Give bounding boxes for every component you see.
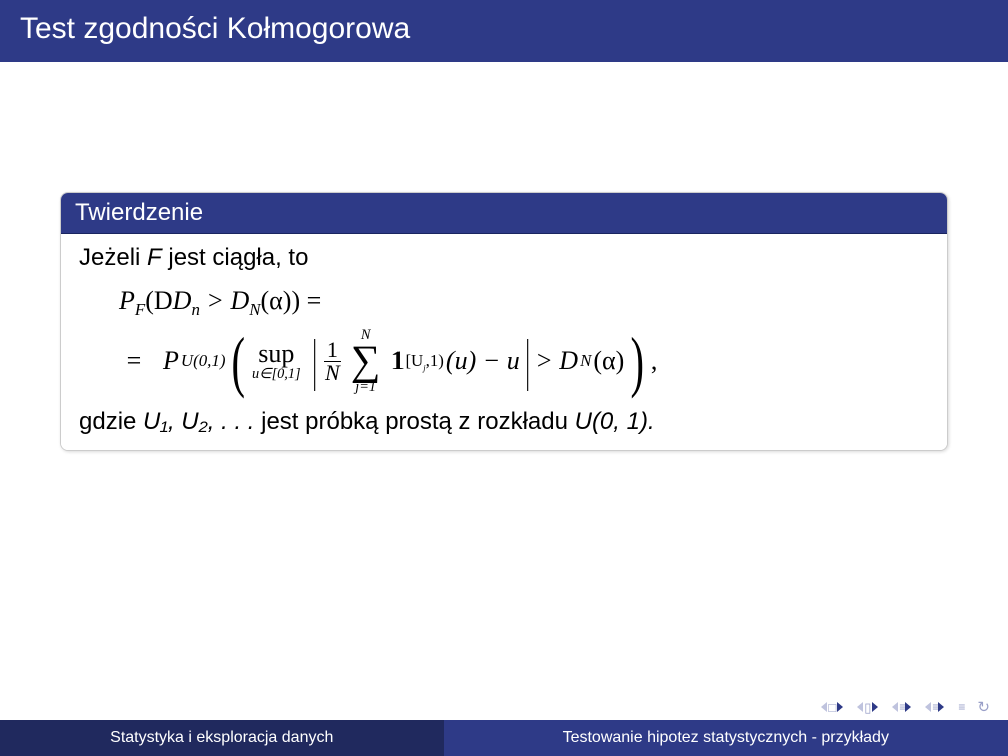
ind-sub-open: [U: [405, 351, 423, 370]
triangle-left-icon: [821, 702, 827, 712]
refresh-icon[interactable]: ↻: [977, 698, 990, 716]
sum-operator: N ∑ j=1: [351, 328, 381, 394]
triangle-right-icon: [872, 702, 878, 712]
triangle-right-icon: [837, 702, 843, 712]
ind-sub-close: ,1): [426, 351, 444, 370]
math-alpha: (α)) =: [261, 286, 322, 315]
slide-title: Test zgodności Kołmogorowa: [20, 12, 410, 45]
triangle-left-icon: [925, 702, 931, 712]
triangle-right-icon: [905, 702, 911, 712]
sup-domain: u∈[0,1]: [252, 367, 301, 381]
slide-title-bar: Test zgodności Kołmogorowa: [0, 0, 1008, 62]
theorem-block: Twierdzenie Jeżeli F jest ciągła, to PF(…: [60, 192, 948, 451]
footer-right: Testowanie hipotez statystycznych - przy…: [444, 720, 1008, 756]
math-P: P: [119, 286, 135, 315]
math-alpha2: (α): [593, 346, 624, 376]
math-gt2: > D: [535, 346, 578, 376]
math-DN2-sub: N: [580, 351, 591, 371]
nav-first[interactable]: □: [821, 701, 843, 714]
math-display: PF(DDn > DN(α)) = = PU(0,1) ( sup u∈[0,1…: [119, 286, 929, 394]
frac-num: 1: [324, 339, 341, 362]
math-equals: =: [119, 346, 149, 376]
triangle-right-icon: [938, 702, 944, 712]
closing-vars: U₁, U₂, . . .: [143, 408, 254, 435]
lines-icon: ≡: [932, 700, 937, 714]
paren-close-icon: ): [631, 338, 645, 385]
intro-prefix: Jeżeli: [79, 244, 147, 271]
math-DN-sub: N: [249, 300, 260, 319]
frac-den: N: [322, 362, 343, 384]
closing-mid: jest próbką prostą z rozkładu: [254, 408, 574, 435]
math-gt: > D: [200, 286, 249, 315]
theorem-body: Jeżeli F jest ciągła, to PF(DDn > DN(α))…: [61, 234, 947, 450]
abs-open-icon: |: [312, 341, 317, 381]
nav-frame[interactable]: ≡: [925, 700, 944, 714]
slide-frame-icon: □: [828, 701, 836, 714]
sigma-icon: ∑: [351, 342, 381, 379]
indicator-sub: [Uj,1): [405, 351, 443, 372]
fraction: 1 N: [322, 339, 343, 384]
theorem-header: Twierdzenie: [61, 193, 947, 234]
slide-content: Twierdzenie Jeżeli F jest ciągła, to PF(…: [0, 62, 1008, 451]
theorem-closing: gdzie U₁, U₂, . . . jest próbką prostą z…: [79, 408, 929, 436]
math-P2: P: [163, 346, 179, 376]
sup-operator: sup u∈[0,1]: [252, 341, 301, 381]
intro-suffix: jest ciągła, to: [162, 244, 309, 271]
abs-close-icon: |: [525, 341, 530, 381]
triangle-left-icon: [857, 702, 863, 712]
sum-lower: j=1: [355, 380, 376, 394]
toc-icon[interactable]: ≡: [958, 700, 963, 714]
navigation-icons: □ ▯ ≡ ≡ ≡ ↻: [821, 698, 990, 716]
math-line-1: PF(DDn > DN(α)) =: [119, 286, 929, 320]
closing-prefix: gdzie: [79, 408, 143, 435]
math-P2-sub: U(0,1): [181, 351, 226, 371]
closing-dist: U(0, 1).: [575, 408, 655, 435]
math-of-u: (u) − u: [446, 346, 520, 376]
lines-icon: ≡: [899, 700, 904, 714]
math-Dn-sub: n: [191, 300, 199, 319]
math-line-2: = PU(0,1) ( sup u∈[0,1] | 1 N: [119, 328, 929, 394]
footer-left: Statystyka i eksploracja danych: [0, 720, 444, 756]
sup-label: sup: [258, 341, 294, 367]
indicator-one: 1: [390, 346, 403, 376]
nav-section[interactable]: ▯: [857, 701, 878, 714]
footer-bar: Statystyka i eksploracja danych Testowan…: [0, 720, 1008, 756]
intro-variable-F: F: [147, 244, 162, 271]
math-P-sub: F: [135, 300, 145, 319]
theorem-intro: Jeżeli F jest ciągła, to: [79, 244, 929, 272]
math-trailing: ,: [651, 346, 658, 376]
paren-open-icon: (: [232, 338, 246, 385]
triangle-left-icon: [892, 702, 898, 712]
nav-subsection[interactable]: ≡: [892, 700, 911, 714]
section-icon: ▯: [864, 701, 871, 714]
math-open: (D: [145, 286, 172, 315]
